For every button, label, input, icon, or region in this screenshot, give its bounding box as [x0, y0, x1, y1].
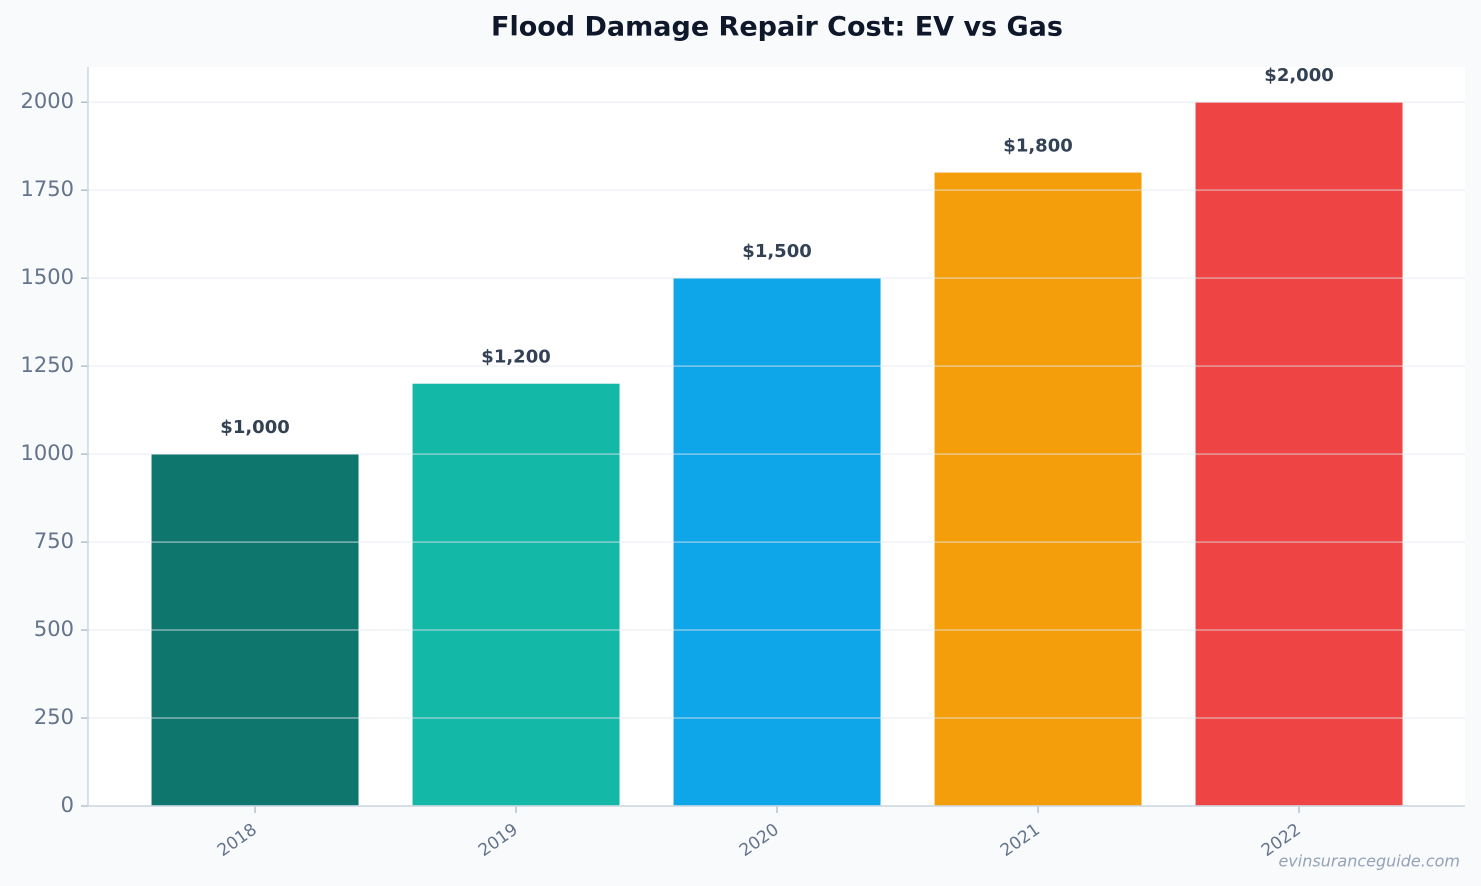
y-tick-label: 750: [34, 529, 74, 553]
y-tick-label: 1250: [21, 353, 74, 377]
y-tick-label: 250: [34, 705, 74, 729]
watermark: evinsuranceguide.com: [1278, 852, 1460, 871]
value-label: $1,200: [481, 347, 550, 368]
y-tick-label: 0: [61, 793, 74, 817]
y-tick-label: 2000: [21, 89, 74, 113]
value-label: $2,000: [1264, 65, 1333, 86]
y-tick-label: 1000: [21, 441, 74, 465]
value-label: $1,000: [220, 417, 289, 438]
value-label: $1,800: [1003, 136, 1072, 157]
y-tick-label: 1500: [21, 265, 74, 289]
chart-title: Flood Damage Repair Cost: EV vs Gas: [491, 12, 1063, 43]
y-tick-label: 500: [34, 617, 74, 641]
bar: [934, 172, 1142, 807]
y-tick-label: 1750: [21, 177, 74, 201]
value-label: $1,500: [742, 241, 811, 262]
bar: [412, 383, 620, 806]
